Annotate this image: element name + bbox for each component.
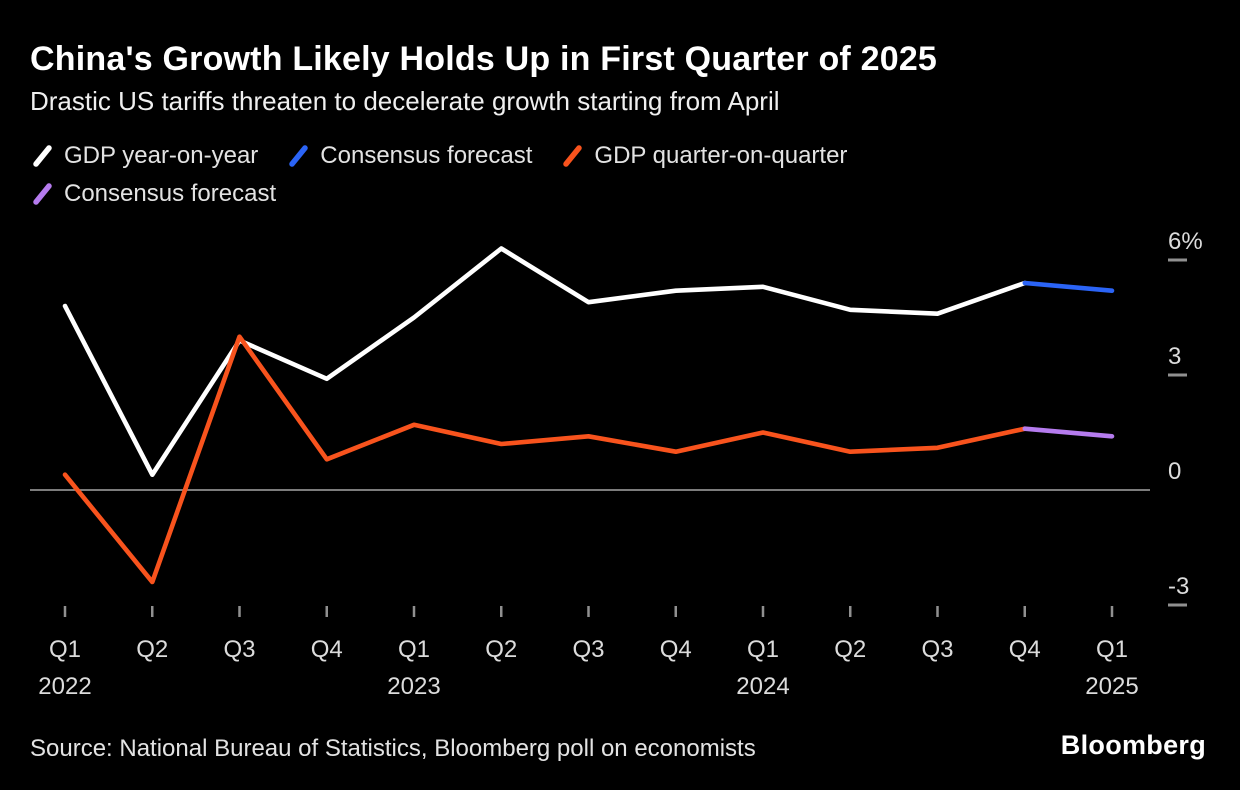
- legend-swatch-icon: [563, 145, 583, 167]
- legend-label: GDP year-on-year: [64, 142, 259, 169]
- x-axis-quarter-label: Q3: [223, 636, 255, 663]
- legend-item: Consensus forecast: [32, 180, 276, 208]
- chart-title: China's Growth Likely Holds Up in First …: [30, 40, 938, 78]
- x-axis-quarter-label: Q4: [311, 636, 343, 663]
- x-axis-year-label: 2023: [387, 673, 440, 700]
- legend-label: GDP quarter-on-quarter: [594, 142, 848, 169]
- y-axis-label: 3: [1168, 343, 1181, 370]
- legend-item: GDP year-on-year: [32, 142, 258, 170]
- y-axis-label: -3: [1168, 573, 1189, 600]
- source-note: Source: National Bureau of Statistics, B…: [30, 735, 756, 762]
- x-axis-year-label: 2025: [1085, 673, 1138, 700]
- legend-item: Consensus forecast: [288, 142, 532, 170]
- chart-subtitle: Drastic US tariffs threaten to decelerat…: [30, 86, 780, 116]
- x-axis-quarter-label: Q1: [747, 636, 779, 663]
- y-axis-label: 0: [1168, 458, 1181, 485]
- legend-swatch-icon: [33, 183, 52, 205]
- legend-item: GDP quarter-on-quarter: [562, 142, 847, 170]
- series-line-gdp-quarter-on-quarter: [62, 334, 1028, 585]
- x-axis-quarter-label: Q4: [660, 636, 692, 663]
- x-axis-year-label: 2024: [736, 673, 789, 700]
- bloomberg-logo: Bloomberg: [1060, 730, 1206, 760]
- legend-swatch-icon: [289, 145, 309, 167]
- series-line-gdp-year-on-year: [62, 246, 1028, 477]
- x-axis-quarter-label: Q3: [572, 636, 604, 663]
- x-axis-quarter-label: Q3: [921, 636, 953, 663]
- legend-label: Consensus forecast: [64, 180, 277, 207]
- x-axis-quarter-label: Q2: [485, 636, 517, 663]
- x-axis-quarter-label: Q2: [136, 636, 168, 663]
- x-axis-quarter-label: Q2: [834, 636, 866, 663]
- x-axis-quarter-label: Q4: [1009, 636, 1041, 663]
- x-axis-quarter-label: Q1: [398, 636, 430, 663]
- legend: GDP year-on-year Consensus forecast GDP qu…: [32, 142, 1012, 208]
- series-line-consensus-forecast-year-on-year: [1022, 280, 1115, 293]
- x-axis-year-label: 2022: [38, 673, 91, 700]
- legend-label: Consensus forecast: [320, 142, 533, 169]
- y-axis-label: 6%: [1168, 228, 1203, 255]
- series-line-consensus-forecast-quarter-on-quarter: [1022, 426, 1115, 439]
- x-axis-quarter-label: Q1: [1096, 636, 1128, 663]
- legend-swatch-icon: [33, 145, 52, 167]
- x-axis-quarter-label: Q1: [49, 636, 81, 663]
